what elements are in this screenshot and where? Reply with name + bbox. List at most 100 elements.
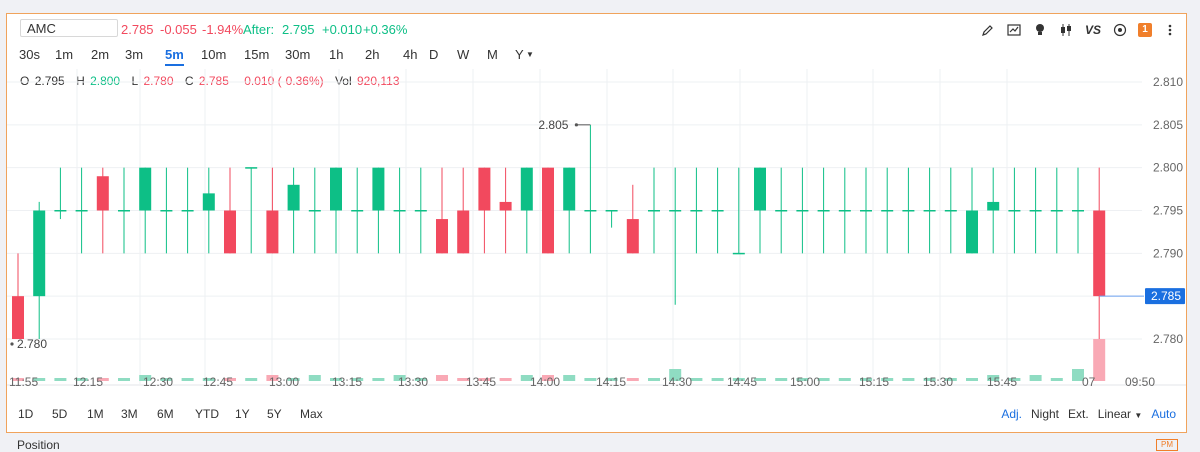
interval-tab-30m[interactable]: 30m <box>285 47 311 62</box>
pencil-icon[interactable] <box>980 22 996 38</box>
interval-tab-4h[interactable]: 4h <box>403 47 418 62</box>
chart-settings-icon[interactable] <box>1006 22 1022 38</box>
last-price: 2.785 <box>121 22 154 37</box>
candle-body <box>648 210 660 212</box>
volume-bar <box>817 378 830 381</box>
low-annotation: 2.780 <box>17 337 47 351</box>
adjusted-toggle[interactable]: Adj. <box>1001 407 1022 421</box>
bulb-icon[interactable] <box>1032 22 1048 38</box>
candle-body <box>436 219 448 254</box>
close-label: C <box>184 74 194 88</box>
range-6m[interactable]: 6M <box>157 407 174 421</box>
auto-toggle[interactable]: Auto <box>1151 407 1176 421</box>
volume-bar <box>605 378 618 381</box>
range-max[interactable]: Max <box>300 407 323 421</box>
volume-bar <box>690 378 703 381</box>
x-tick-label: 15:00 <box>790 375 820 389</box>
interval-tab-y[interactable]: Y <box>515 47 524 62</box>
after-hours-price: 2.795 <box>282 22 315 37</box>
volume-bar <box>308 375 321 381</box>
candle-body <box>563 167 576 211</box>
candle-type-icon[interactable] <box>1058 22 1074 38</box>
interval-tab-30s[interactable]: 30s <box>19 47 40 62</box>
volume-bar <box>287 378 300 381</box>
range-1m[interactable]: 1M <box>87 407 104 421</box>
candle-body <box>266 210 279 254</box>
volume-bar <box>669 369 682 381</box>
badge-icon[interactable]: 1 <box>1138 23 1152 37</box>
volume-bar <box>414 378 427 381</box>
interval-tab-1m[interactable]: 1m <box>55 47 74 62</box>
volume-value: 920,113 <box>357 74 400 88</box>
candle-body <box>669 210 682 212</box>
candle-body <box>605 210 618 212</box>
candle-body <box>1050 210 1063 212</box>
candle-body <box>12 296 24 339</box>
scale-dropdown[interactable]: Linear ▼ <box>1098 407 1143 421</box>
interval-tab-10m[interactable]: 10m <box>201 47 227 62</box>
volume-bar <box>987 375 1000 381</box>
candle-body <box>33 210 46 297</box>
candle-body <box>1008 210 1021 212</box>
range-ytd[interactable]: YTD <box>195 407 219 421</box>
volume-bar <box>584 378 597 381</box>
symbol-input[interactable]: AMC <box>20 19 118 37</box>
candlestick-chart[interactable]: 2.810 2.805 2.800 2.795 2.790 2.785 2.780 2.805… <box>7 14 1186 404</box>
interval-tab-d[interactable]: D <box>429 47 439 62</box>
high-label: H <box>76 74 85 88</box>
candle-body <box>1072 210 1084 212</box>
volume-bar <box>754 378 766 381</box>
interval-tab-2h[interactable]: 2h <box>365 47 380 62</box>
range-3m[interactable]: 3M <box>121 407 138 421</box>
position-tab[interactable]: Position <box>17 438 60 452</box>
target-icon[interactable] <box>1112 22 1128 38</box>
y-tick-label: 2.780 <box>1153 332 1183 346</box>
candle-body <box>160 210 173 212</box>
volume-bar <box>881 378 894 381</box>
range-5y[interactable]: 5Y <box>267 407 282 421</box>
interval-tab-15m[interactable]: 15m <box>244 47 270 62</box>
interval-tab-5m[interactable]: 5m <box>165 47 184 66</box>
x-tick-label: 13:30 <box>398 375 428 389</box>
volume-bar <box>966 378 978 381</box>
interval-tab-w[interactable]: W <box>457 47 470 62</box>
range-1y[interactable]: 1Y <box>235 407 250 421</box>
vs-compare-icon[interactable]: VS <box>1084 23 1101 37</box>
volume-bar <box>139 375 152 381</box>
candle-body <box>690 210 703 212</box>
low-label: L <box>131 74 139 88</box>
candle-body <box>754 167 766 211</box>
candle-body <box>372 167 385 211</box>
candle-body <box>902 210 915 212</box>
range-5d[interactable]: 5D <box>52 407 68 421</box>
after-hours-pct: +0.36% <box>363 22 408 37</box>
interval-tab-1h[interactable]: 1h <box>329 47 344 62</box>
interval-tab-m[interactable]: M <box>487 47 498 62</box>
range-1d[interactable]: 1D <box>18 407 34 421</box>
interval-tab-2m[interactable]: 2m <box>91 47 110 62</box>
candle-body <box>96 176 109 211</box>
candle-body <box>499 201 512 211</box>
candle-body <box>330 167 342 211</box>
candle-body <box>245 167 258 169</box>
volume-bar <box>372 378 385 381</box>
chart-options: Adj. Night Ext. Linear ▼ Auto <box>1001 407 1176 421</box>
price-change: -0.055 <box>160 22 197 37</box>
candle-body <box>1093 210 1106 297</box>
extended-toggle[interactable]: Ext. <box>1068 407 1089 421</box>
interval-tab-3m[interactable]: 3m <box>125 47 144 62</box>
x-tick-label: 15:30 <box>923 375 953 389</box>
candle-body <box>202 193 215 211</box>
more-icon[interactable] <box>1162 22 1178 38</box>
volume-bar <box>1093 339 1106 381</box>
volume-bar <box>838 378 851 381</box>
candle-body <box>54 210 67 212</box>
candle-body <box>351 210 364 212</box>
x-tick-label: 14:00 <box>530 375 560 389</box>
candle-body <box>139 167 152 211</box>
volume-bar <box>224 378 236 381</box>
open-label: O <box>20 74 30 88</box>
y-tick-label: 2.805 <box>1153 118 1183 132</box>
night-toggle[interactable]: Night <box>1031 407 1060 421</box>
y-tick-label: 2.795 <box>1153 204 1183 218</box>
